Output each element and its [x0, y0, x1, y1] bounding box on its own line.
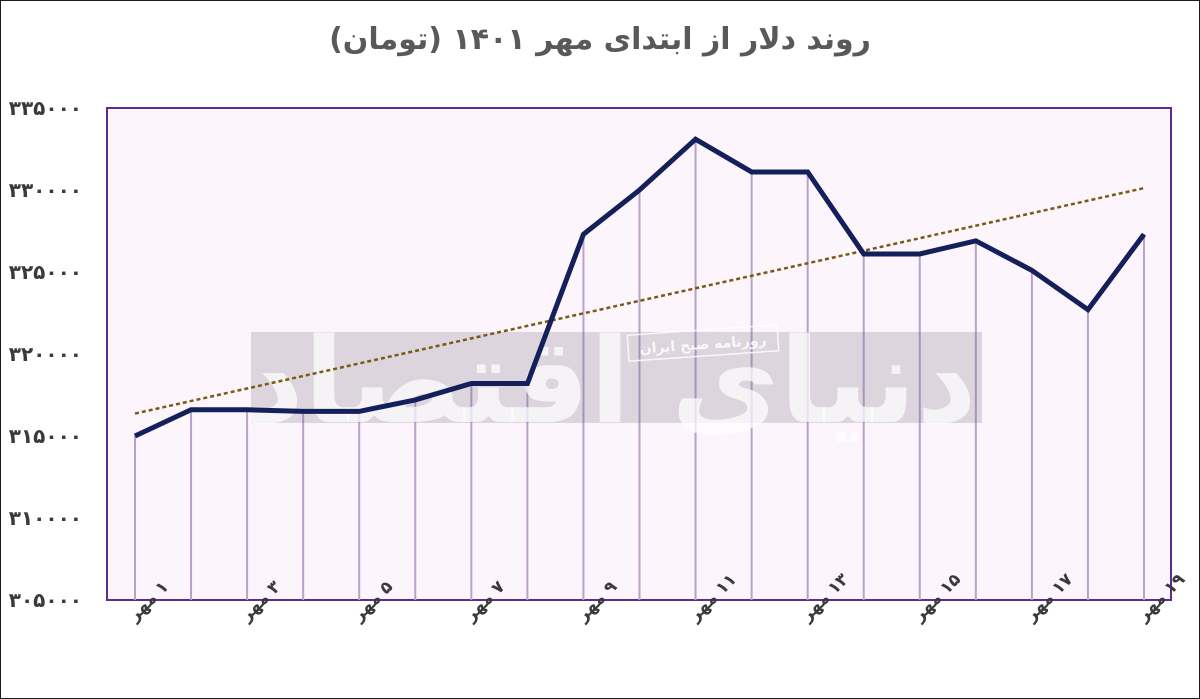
y-tick-label: ۳۱۵۰۰۰ — [9, 424, 82, 448]
trend-line — [134, 186, 1145, 415]
y-axis-ticks: ۳۰۵۰۰۰ ۳۱۰۰۰۰ ۳۱۵۰۰۰ ۳۲۰۰۰۰ ۳۲۵۰۰۰ ۳۳۰۰۰۰ ۳۳۵۰… — [9, 96, 82, 612]
series-line — [133, 136, 1147, 439]
watermark-tagline-box — [626, 323, 780, 363]
y-tick-label: ۳۳۰۰۰۰ — [9, 178, 82, 202]
y-tick-label: ۳۲۵۰۰۰ — [9, 260, 82, 284]
watermark: دنیای اقتصاد روزنامه صبح ایران — [243, 312, 982, 450]
y-tick-label: ۳۱۰۰۰۰ — [9, 506, 82, 530]
y-tick-label: ۳۲۰۰۰۰ — [9, 342, 82, 366]
drop-lines — [134, 139, 1145, 600]
chart-title: روند دلار از ابتدای مهر ۱۴۰۱ (تومان) — [329, 22, 871, 57]
y-tick-label: ۳۰۵۰۰۰ — [9, 588, 82, 612]
watermark-logo: دنیای اقتصاد — [243, 312, 977, 450]
y-tick-label: ۳۳۵۰۰۰ — [9, 96, 82, 120]
